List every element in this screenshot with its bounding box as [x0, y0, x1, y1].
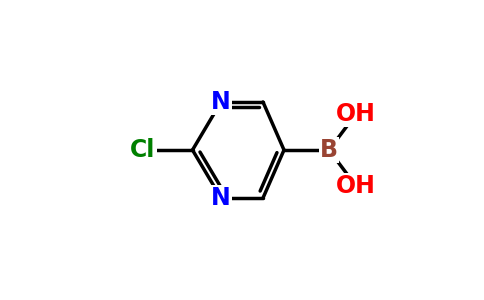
- Text: B: B: [320, 138, 338, 162]
- Text: N: N: [211, 186, 231, 210]
- Text: OH: OH: [336, 174, 376, 198]
- Text: Cl: Cl: [130, 138, 156, 162]
- Text: N: N: [211, 90, 231, 114]
- Text: OH: OH: [336, 102, 376, 126]
